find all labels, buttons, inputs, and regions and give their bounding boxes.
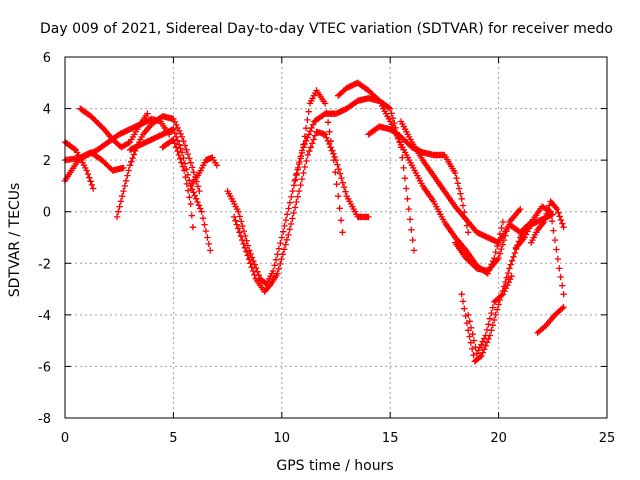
x-tick-label: 20 [490, 431, 507, 446]
data-series-trace-6 [126, 126, 214, 254]
series-markers [230, 128, 372, 295]
y-tick-label: -8 [38, 412, 51, 427]
series-markers [465, 273, 515, 357]
x-tick-label: 25 [599, 431, 616, 446]
data-series-trace-17 [465, 273, 515, 357]
y-tick-label: 6 [43, 51, 51, 66]
series-markers [126, 126, 214, 254]
chart-title: Day 009 of 2021, Sidereal Day-to-day VTE… [40, 21, 613, 37]
series-markers [113, 113, 203, 221]
y-tick-label: -2 [38, 257, 51, 272]
data-series-trace-15 [452, 205, 524, 275]
data-series-trace-13 [365, 123, 472, 236]
tick-labels: 0 5 10 15 20 25 -8 -6 -4 -2 0 2 4 6 [38, 51, 615, 446]
y-tick-label: -4 [38, 309, 51, 324]
x-axis-label: GPS time / hours [276, 458, 393, 474]
data-series-trace-10 [230, 128, 372, 295]
y-tick-label: 0 [43, 206, 51, 221]
y-axis-label: SDTVAR / TECUs [7, 183, 23, 298]
data-series-trace-5 [113, 113, 203, 221]
x-tick-label: 15 [382, 431, 399, 446]
y-tick-label: 2 [43, 154, 51, 169]
series-markers [452, 205, 524, 275]
series-markers [527, 198, 567, 246]
x-tick-label: 5 [169, 431, 177, 446]
series-markers [187, 154, 220, 190]
series-markers [159, 136, 197, 231]
data-series-trace-7 [159, 136, 197, 231]
x-tick-label: 0 [61, 431, 69, 446]
data-points [61, 79, 567, 365]
data-series-trace-8 [187, 154, 220, 190]
data-series-trace-20 [534, 303, 567, 337]
plot-frame [64, 56, 608, 419]
series-markers [534, 303, 567, 337]
series-markers [365, 123, 472, 236]
y-tick-label: -6 [38, 360, 51, 375]
x-tick-label: 10 [274, 431, 291, 446]
data-series-trace-19 [527, 198, 567, 246]
y-tick-label: 4 [43, 103, 51, 118]
